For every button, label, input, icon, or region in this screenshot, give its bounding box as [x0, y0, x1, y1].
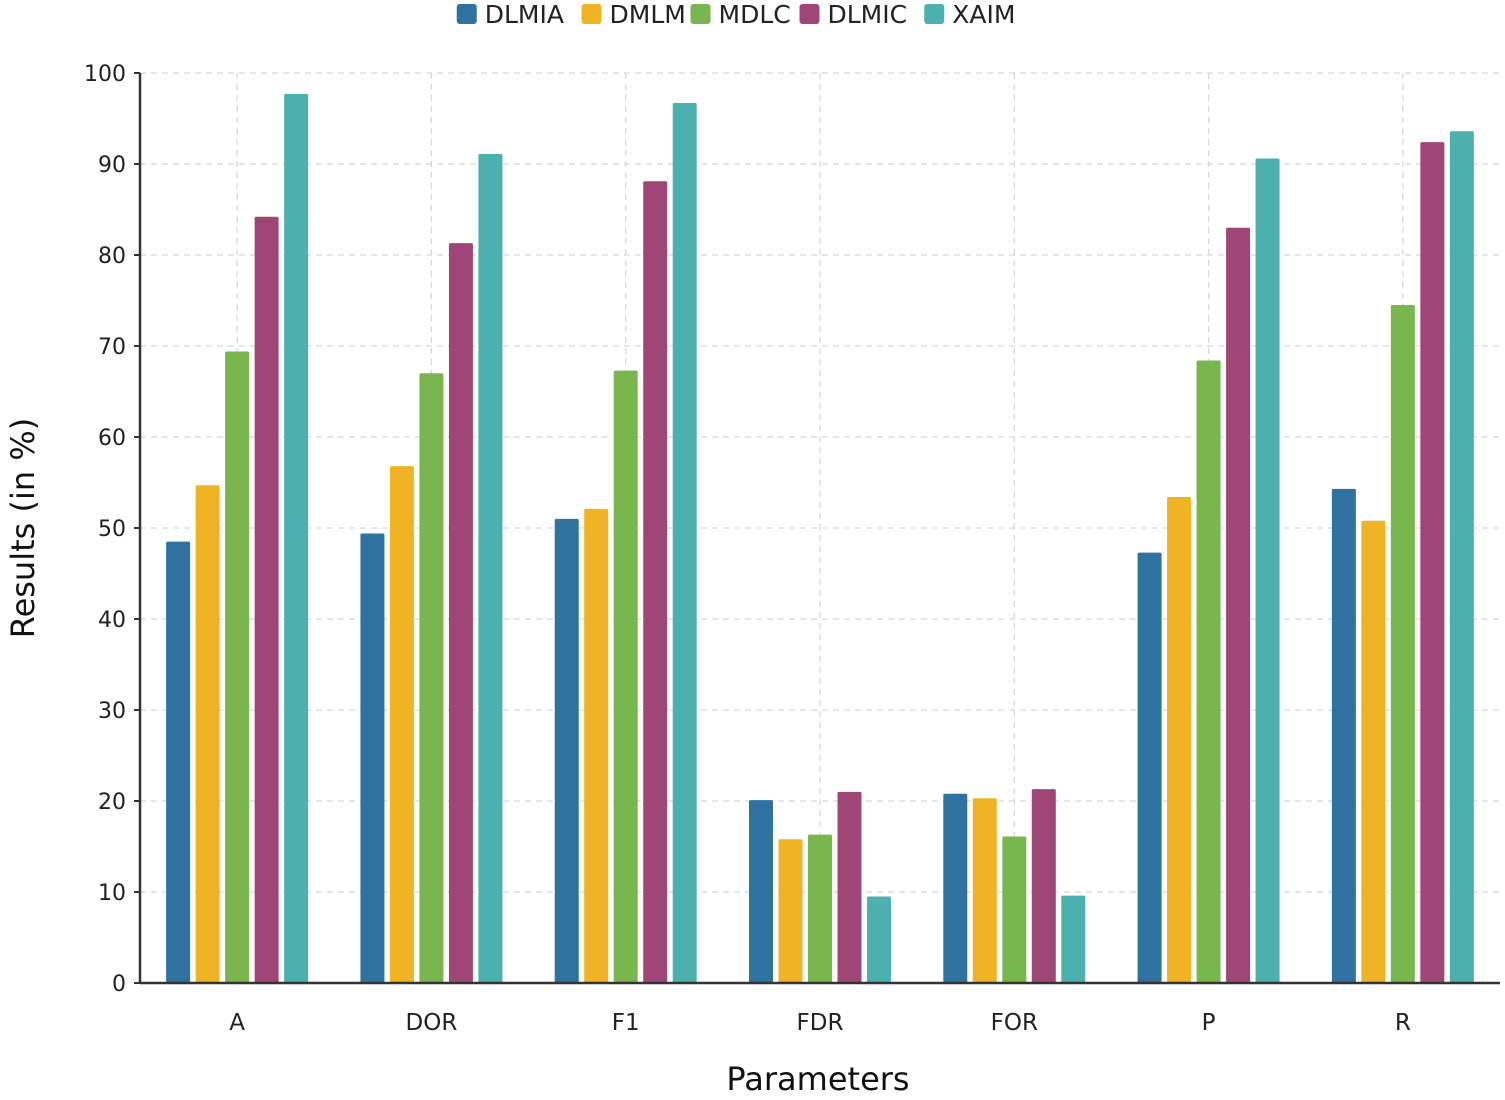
bar-dmlm-dor: DMLM DOR: 56.8 [389, 466, 414, 983]
y-tick-label: 100 [84, 62, 126, 87]
bar-xaim-r: XAIM R: 93.6 [1449, 131, 1474, 984]
y-tick-label: 30 [98, 699, 126, 724]
legend-swatch [456, 4, 477, 24]
axes [134, 72, 1500, 985]
y-tick-label: 40 [98, 608, 126, 633]
x-tick-label-for: FOR [991, 1010, 1038, 1036]
y-tick-label: 70 [98, 335, 126, 360]
x-tick-label-f1: F1 [612, 1010, 640, 1036]
bar-mdlc-fdr: MDLC FDR: 16.3 [808, 834, 832, 983]
legend-swatch [799, 4, 820, 24]
bar-mdlc-p: MDLC P: 68.4 [1196, 360, 1221, 983]
legend-swatch [690, 4, 711, 24]
bar-dlmic-fdr: DLMIC FDR: 21 [837, 791, 862, 983]
y-tick-label: 80 [98, 244, 126, 269]
bar-dlmia-a: DLMIA A: 48.5 [166, 541, 191, 983]
bar-dlmic-f1: DLMIC F1: 88.1 [643, 181, 668, 984]
legend: DLMIA DMLM MDLC DLMIC XAIM [456, 0, 1015, 29]
tick-labels: 0 10 20 30 40 50 60 70 80 90 100 A DOR F1 FDR FOR P R [84, 62, 1411, 1036]
bar-dmlm-p: DMLM P: 53.4 [1167, 497, 1192, 983]
bar-dlmia-for: DLMIA FOR: 20.8 [943, 793, 968, 983]
y-tick-label: 90 [98, 153, 126, 178]
bar-dlmic-for: DLMIC FOR: 21.3 [1031, 789, 1056, 983]
bars: DLMIA A: 48.5DMLM A: 54.7MDLC A: 69.4DLM… [166, 93, 1474, 984]
y-axis-title: Results (in %) [4, 418, 42, 638]
legend-label: DLMIC [828, 0, 908, 29]
legend-item-dlmic: DLMIC [799, 0, 908, 29]
y-tick-label: 0 [112, 972, 126, 997]
x-tick-label-dor: DOR [406, 1010, 458, 1036]
bar-dlmia-r: DLMIA R: 54.3 [1331, 488, 1356, 983]
bar-xaim-for: XAIM FOR: 9.6 [1061, 895, 1086, 983]
bar-xaim-p: XAIM P: 90.6 [1255, 158, 1280, 984]
legend-label: XAIM [952, 0, 1015, 29]
bar-dlmic-p: DLMIC P: 83 [1226, 227, 1251, 983]
legend-item-mdlc: MDLC [690, 0, 791, 29]
bar-xaim-fdr: XAIM FDR: 9.5 [867, 896, 891, 983]
bar-mdlc-for: MDLC FOR: 16.1 [1002, 836, 1027, 983]
bar-dmlm-for: DMLM FOR: 20.3 [972, 798, 997, 983]
legend-item-xaim: XAIM [924, 0, 1015, 29]
legend-swatch [924, 4, 945, 24]
x-axis-title: Parameters [726, 1060, 909, 1096]
bar-xaim-f1: XAIM F1: 96.7 [672, 103, 697, 983]
legend-label: MDLC [719, 0, 791, 29]
x-tick-label-p: P [1202, 1010, 1216, 1036]
bar-xaim-dor: XAIM DOR: 91.1 [478, 153, 503, 984]
bar-dlmia-dor: DLMIA DOR: 49.4 [360, 533, 385, 983]
y-tick-label: 20 [98, 790, 126, 815]
x-tick-label-a: A [229, 1010, 245, 1036]
bar-dlmia-fdr: DLMIA FDR: 20.1 [749, 800, 773, 983]
x-tick-label-fdr: FDR [797, 1010, 844, 1036]
y-tick-label: 50 [98, 517, 126, 542]
bar-dmlm-f1: DMLM F1: 52.1 [584, 508, 609, 983]
bar-dlmic-a: DLMIC A: 84.2 [254, 216, 279, 983]
bar-mdlc-r: MDLC R: 74.5 [1390, 305, 1415, 983]
y-tick-label: 60 [98, 426, 126, 451]
bar-mdlc-a: MDLC A: 69.4 [225, 351, 250, 984]
bar-dlmic-dor: DLMIC DOR: 81.3 [448, 243, 473, 984]
legend-label: DLMIA [485, 0, 564, 29]
bar-dlmia-f1: DLMIA F1: 51 [554, 518, 579, 983]
x-tick-label-r: R [1395, 1010, 1411, 1036]
legend-swatch [581, 4, 602, 24]
bar-dmlm-a: DMLM A: 54.7 [195, 485, 220, 983]
bar-dlmic-r: DLMIC R: 92.4 [1420, 142, 1445, 983]
legend-label: DMLM [610, 0, 686, 29]
bar-mdlc-f1: MDLC F1: 67.3 [613, 370, 638, 983]
legend-item-dmlm: DMLM [581, 0, 686, 29]
y-tick-label: 10 [98, 881, 126, 906]
bar-mdlc-dor: MDLC DOR: 67 [419, 373, 444, 983]
legend-item-dlmia: DLMIA [456, 0, 564, 29]
bar-dmlm-r: DMLM R: 50.8 [1361, 520, 1386, 983]
bar-xaim-a: XAIM A: 97.7 [284, 93, 309, 984]
bar-dmlm-fdr: DMLM FDR: 15.8 [778, 839, 803, 983]
bar-dlmia-p: DLMIA P: 47.3 [1137, 552, 1162, 983]
